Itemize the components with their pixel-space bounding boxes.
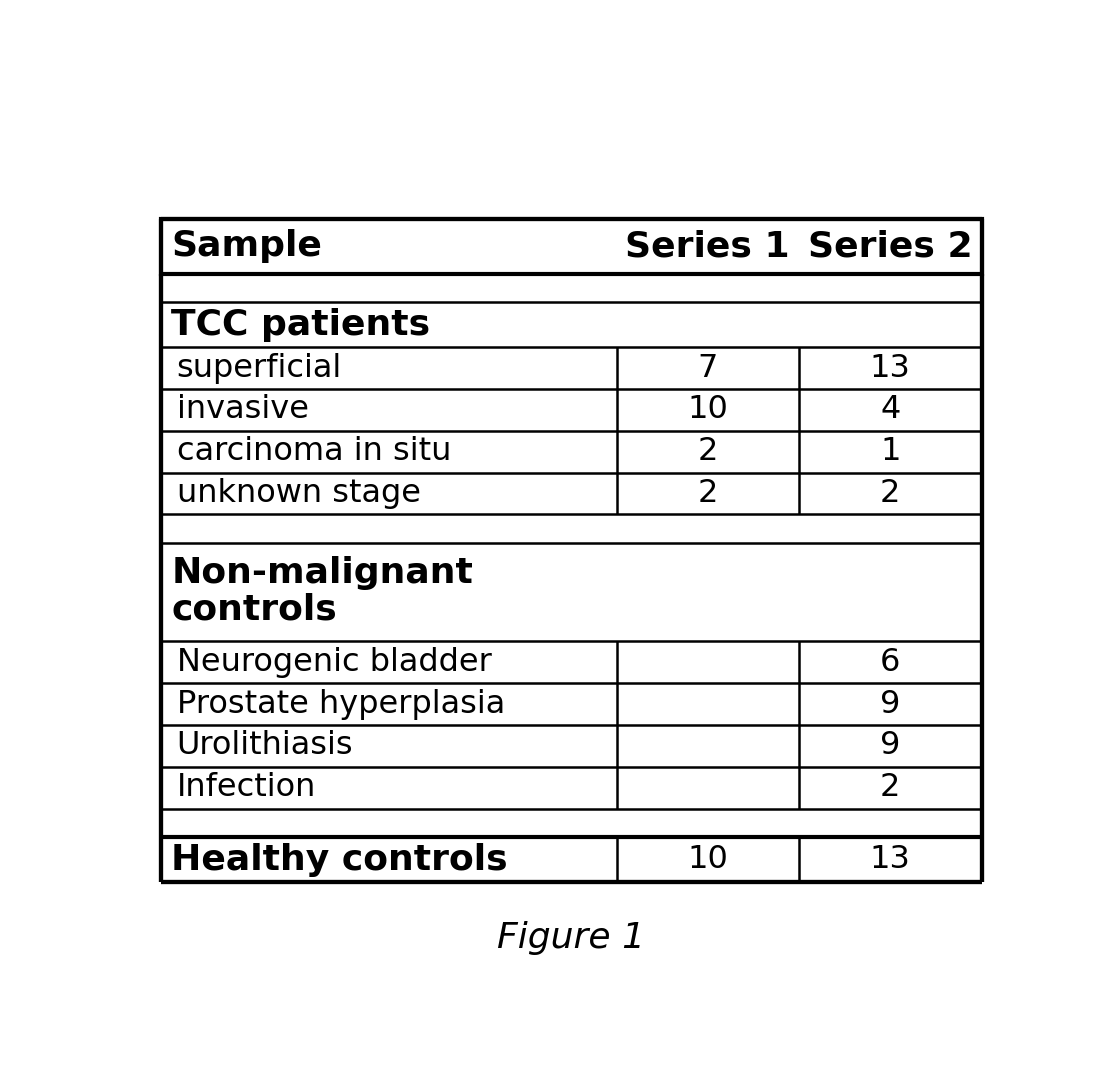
Text: 9: 9 xyxy=(880,689,901,719)
Text: invasive: invasive xyxy=(176,395,309,425)
Text: Urolithiasis: Urolithiasis xyxy=(176,730,353,762)
Text: Series 2: Series 2 xyxy=(808,229,972,264)
Text: unknown stage: unknown stage xyxy=(176,477,420,509)
Text: Healthy controls: Healthy controls xyxy=(172,843,508,876)
Bar xyxy=(161,219,982,274)
Text: 1: 1 xyxy=(880,436,901,468)
Text: 13: 13 xyxy=(870,844,911,875)
Text: TCC patients: TCC patients xyxy=(172,307,430,342)
Text: 10: 10 xyxy=(687,844,728,875)
Text: Series 1: Series 1 xyxy=(626,229,791,264)
Text: 9: 9 xyxy=(880,730,901,762)
Text: Prostate hyperplasia: Prostate hyperplasia xyxy=(176,689,505,719)
Text: Sample: Sample xyxy=(172,229,322,264)
Text: 2: 2 xyxy=(880,477,901,509)
Text: superficial: superficial xyxy=(176,353,342,384)
Text: Figure 1: Figure 1 xyxy=(497,921,646,955)
Text: Infection: Infection xyxy=(176,772,316,803)
Text: controls: controls xyxy=(172,593,337,627)
Text: 13: 13 xyxy=(870,353,911,384)
Text: 2: 2 xyxy=(698,436,718,468)
Text: 2: 2 xyxy=(880,772,901,803)
Text: 6: 6 xyxy=(880,646,901,678)
Text: 2: 2 xyxy=(698,477,718,509)
Text: 10: 10 xyxy=(687,395,728,425)
Text: 7: 7 xyxy=(698,353,718,384)
Text: carcinoma in situ: carcinoma in situ xyxy=(176,436,450,468)
Text: Non-malignant: Non-malignant xyxy=(172,556,473,590)
Text: Neurogenic bladder: Neurogenic bladder xyxy=(176,646,492,678)
Text: 4: 4 xyxy=(880,395,901,425)
